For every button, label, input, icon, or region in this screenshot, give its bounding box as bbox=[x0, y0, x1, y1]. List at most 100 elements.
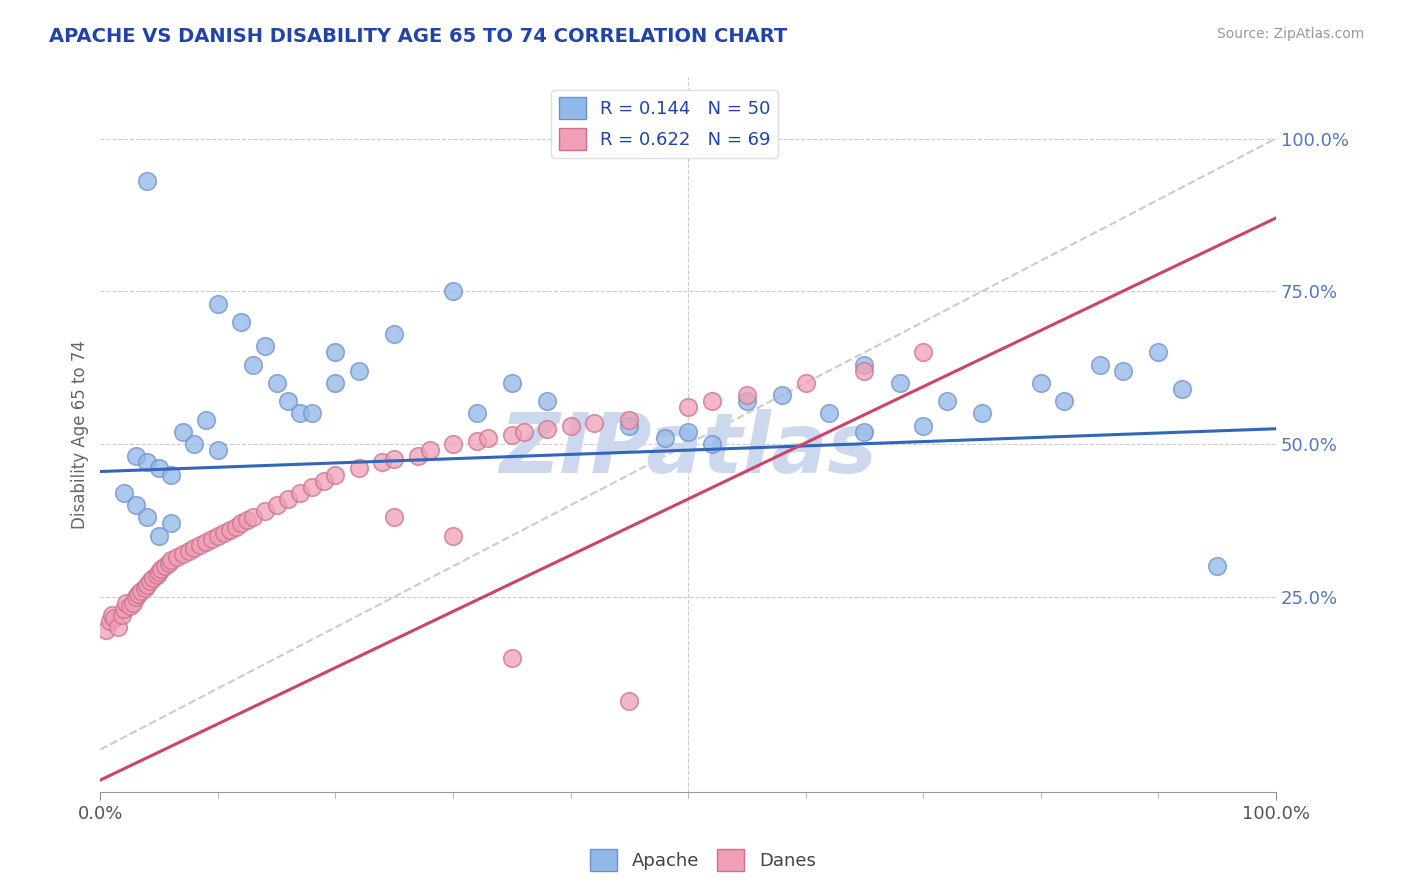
Point bbox=[148, 529, 170, 543]
Point bbox=[160, 553, 183, 567]
Point bbox=[166, 550, 188, 565]
Text: APACHE VS DANISH DISABILITY AGE 65 TO 74 CORRELATION CHART: APACHE VS DANISH DISABILITY AGE 65 TO 74… bbox=[49, 27, 787, 45]
Point bbox=[301, 407, 323, 421]
Point bbox=[477, 431, 499, 445]
Point bbox=[122, 596, 145, 610]
Point bbox=[312, 474, 335, 488]
Point bbox=[441, 437, 464, 451]
Point bbox=[172, 547, 194, 561]
Point bbox=[441, 285, 464, 299]
Point bbox=[1053, 394, 1076, 409]
Point bbox=[406, 449, 429, 463]
Point bbox=[1112, 364, 1135, 378]
Point bbox=[560, 418, 582, 433]
Point bbox=[501, 428, 523, 442]
Point bbox=[110, 608, 132, 623]
Point bbox=[1147, 345, 1170, 359]
Point bbox=[290, 407, 312, 421]
Point bbox=[195, 534, 218, 549]
Point bbox=[501, 651, 523, 665]
Point bbox=[101, 608, 124, 623]
Point bbox=[700, 394, 723, 409]
Point bbox=[160, 467, 183, 482]
Point bbox=[201, 532, 224, 546]
Point bbox=[138, 574, 160, 589]
Point bbox=[207, 529, 229, 543]
Point bbox=[770, 388, 793, 402]
Point bbox=[382, 326, 405, 341]
Point bbox=[619, 693, 641, 707]
Point bbox=[818, 407, 841, 421]
Point bbox=[242, 510, 264, 524]
Point bbox=[325, 467, 347, 482]
Point bbox=[465, 434, 488, 448]
Point bbox=[112, 602, 135, 616]
Point bbox=[150, 562, 173, 576]
Point bbox=[107, 620, 129, 634]
Point bbox=[536, 394, 558, 409]
Point bbox=[676, 401, 699, 415]
Point bbox=[619, 418, 641, 433]
Point bbox=[172, 425, 194, 439]
Point bbox=[371, 455, 394, 469]
Point bbox=[136, 577, 159, 591]
Point bbox=[225, 519, 247, 533]
Point bbox=[136, 510, 159, 524]
Text: Source: ZipAtlas.com: Source: ZipAtlas.com bbox=[1216, 27, 1364, 41]
Point bbox=[735, 388, 758, 402]
Point bbox=[142, 571, 165, 585]
Point bbox=[465, 407, 488, 421]
Point bbox=[118, 599, 141, 613]
Point bbox=[266, 498, 288, 512]
Y-axis label: Disability Age 65 to 74: Disability Age 65 to 74 bbox=[72, 341, 89, 529]
Point bbox=[153, 559, 176, 574]
Point bbox=[146, 568, 169, 582]
Point bbox=[301, 480, 323, 494]
Point bbox=[536, 422, 558, 436]
Point bbox=[794, 376, 817, 390]
Point bbox=[242, 358, 264, 372]
Point bbox=[970, 407, 993, 421]
Point bbox=[735, 394, 758, 409]
Point bbox=[134, 581, 156, 595]
Point bbox=[253, 504, 276, 518]
Point bbox=[853, 364, 876, 378]
Point bbox=[912, 418, 935, 433]
Point bbox=[124, 498, 146, 512]
Point bbox=[96, 624, 118, 638]
Point bbox=[501, 376, 523, 390]
Point bbox=[700, 437, 723, 451]
Point bbox=[212, 525, 235, 540]
Legend: Apache, Danes: Apache, Danes bbox=[583, 842, 823, 879]
Point bbox=[441, 529, 464, 543]
Point bbox=[418, 443, 440, 458]
Point bbox=[347, 461, 370, 475]
Point bbox=[912, 345, 935, 359]
Point bbox=[127, 587, 149, 601]
Point bbox=[1206, 559, 1229, 574]
Point bbox=[277, 394, 299, 409]
Point bbox=[382, 510, 405, 524]
Point bbox=[183, 437, 205, 451]
Point bbox=[103, 611, 125, 625]
Point bbox=[325, 345, 347, 359]
Point bbox=[112, 486, 135, 500]
Point bbox=[148, 566, 170, 580]
Point bbox=[654, 431, 676, 445]
Point bbox=[136, 455, 159, 469]
Point bbox=[207, 443, 229, 458]
Point bbox=[136, 174, 159, 188]
Point bbox=[231, 516, 253, 531]
Point bbox=[1088, 358, 1111, 372]
Point bbox=[853, 425, 876, 439]
Point bbox=[236, 513, 259, 527]
Point bbox=[207, 296, 229, 310]
Point bbox=[676, 425, 699, 439]
Point bbox=[889, 376, 911, 390]
Point bbox=[277, 491, 299, 506]
Text: ZIPatlas: ZIPatlas bbox=[499, 409, 877, 490]
Point bbox=[382, 452, 405, 467]
Point bbox=[195, 412, 218, 426]
Point bbox=[160, 516, 183, 531]
Point bbox=[188, 538, 211, 552]
